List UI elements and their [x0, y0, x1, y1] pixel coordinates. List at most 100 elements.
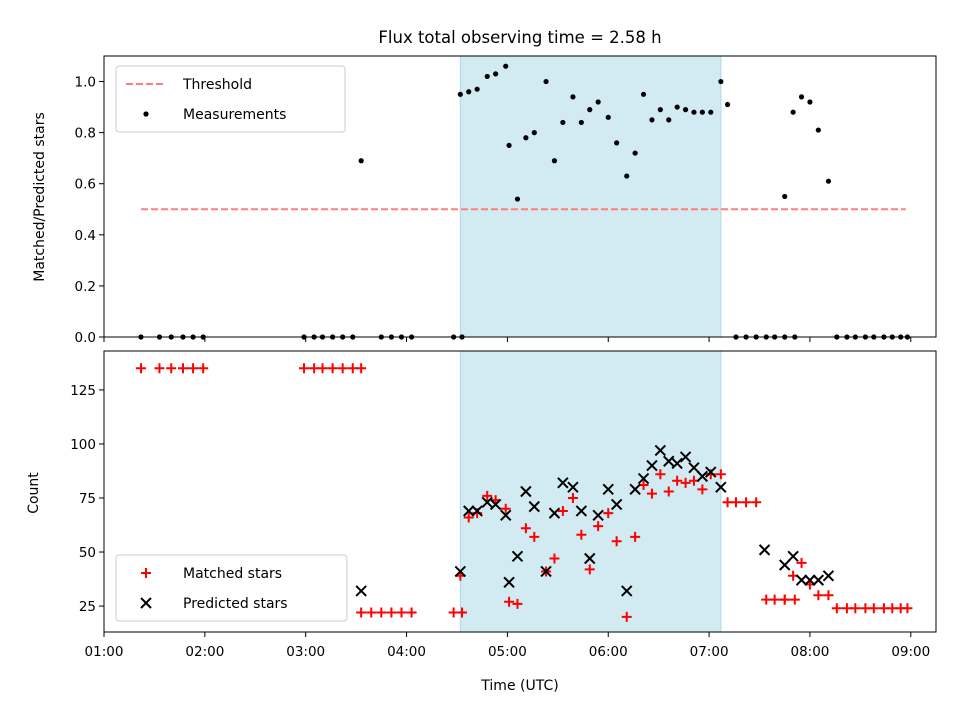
legend: Threshold Measurements	[115, 65, 346, 133]
legend-label-measurements: Measurements	[183, 107, 286, 123]
shaded-region	[459, 350, 722, 633]
matched-stars-point	[386, 607, 397, 618]
matched-stars-point	[457, 607, 468, 618]
matched-stars-point	[198, 363, 209, 374]
matched-stars-point	[356, 607, 367, 618]
measurements-point	[457, 91, 463, 97]
matched-stars-point	[697, 484, 708, 495]
matched-stars-point	[663, 486, 674, 497]
predicted-stars-point	[804, 574, 816, 586]
matched-stars-point	[603, 508, 614, 519]
predicted-stars-point	[463, 505, 475, 517]
measurements-point	[798, 94, 805, 100]
predicted-stars-point	[575, 505, 588, 517]
y-tick-label: 0.2	[75, 279, 96, 295]
measurements-point	[708, 109, 714, 115]
matched-stars-point	[630, 531, 641, 542]
measurements-point	[782, 193, 788, 200]
matched-stars-point	[482, 490, 493, 501]
predicted-stars-point	[696, 470, 709, 483]
y-tick-label: 75	[79, 491, 96, 507]
matched-stars-point	[337, 363, 348, 374]
measurements-point	[649, 117, 655, 123]
top-panel: 0.0 0.2 0.4 0.6 0.8 1.0 Threshold Measurements	[75, 55, 937, 346]
matched-stars-point	[741, 497, 752, 508]
matched-stars-point	[796, 557, 807, 568]
matched-stars-point	[730, 497, 741, 508]
matched-stars-point	[789, 594, 800, 605]
y-tick-label: 100	[70, 437, 96, 453]
measurements-point	[551, 158, 558, 164]
chart-title: Flux total observing time = 2.58 h	[378, 28, 661, 47]
predicted-stars-point	[758, 544, 771, 556]
measurements-point	[560, 119, 566, 126]
x-tick-label: 04:00	[387, 644, 426, 660]
y-tick-label: 0.8	[75, 126, 96, 142]
x-tick-label: 01:00	[85, 644, 124, 660]
legend-swatch-measurements	[143, 111, 149, 117]
matched-stars-point	[356, 363, 367, 374]
matched-stars-point	[680, 477, 691, 488]
predicted-stars-point	[705, 466, 717, 478]
measurements-point	[493, 71, 499, 77]
matched-stars-point	[557, 505, 568, 516]
x-tick-label: 09:00	[891, 644, 930, 660]
matched-stars-point	[823, 590, 834, 601]
matched-stars-point	[166, 363, 177, 374]
matched-stars-point	[646, 488, 657, 499]
shaded-region	[459, 55, 722, 338]
matched-stars-point	[715, 469, 726, 480]
legend-label-matched-stars: Matched stars	[183, 566, 282, 582]
predicted-stars-point	[654, 444, 667, 457]
matched-stars-point	[655, 469, 666, 480]
measurements-point	[624, 173, 630, 179]
predicted-stars-point	[557, 477, 569, 489]
x-tick-label: 06:00	[589, 644, 628, 660]
legend-box	[115, 65, 346, 133]
matched-stars-point	[299, 363, 310, 374]
x-axis-label: Time (UTC)	[480, 678, 558, 694]
measurements-point	[724, 101, 731, 108]
measurements-point	[790, 109, 796, 115]
predicted-stars-point	[610, 498, 623, 511]
matched-stars-point	[576, 529, 587, 540]
measurements-point	[506, 142, 512, 149]
measurements-point	[474, 86, 480, 92]
predicted-stars-point	[629, 483, 641, 496]
predicted-stars-point	[548, 507, 561, 519]
measurements-point	[595, 99, 601, 105]
matched-stars-point	[549, 553, 560, 564]
measurements-point	[815, 127, 821, 133]
matched-stars-point	[309, 363, 320, 374]
predicted-stars-point	[584, 552, 596, 565]
measurements-point	[578, 119, 584, 126]
measurements-point	[614, 140, 620, 146]
predicted-stars-point	[520, 485, 532, 498]
predicted-stars-point	[500, 509, 512, 521]
matched-stars-point	[611, 536, 622, 547]
matched-stars-point	[751, 497, 762, 508]
matched-stars-point	[722, 497, 733, 508]
predicted-stars-point	[787, 550, 799, 563]
predicted-stars-point	[795, 574, 808, 586]
plot-frame	[103, 55, 937, 338]
y-tick-label: 0.4	[75, 228, 96, 244]
legend-swatch-matched-stars	[141, 568, 151, 578]
predicted-stars-point	[602, 483, 614, 496]
matched-stars-point	[406, 607, 417, 618]
matched-stars-point	[813, 590, 824, 601]
matched-stars-point	[177, 363, 188, 374]
measurements-point	[484, 73, 490, 80]
predicted-stars-point	[503, 576, 515, 588]
matched-stars-point	[135, 363, 146, 374]
predicted-stars-point	[779, 559, 791, 571]
measurements-point	[514, 196, 521, 202]
top-y-axis-label: Matched/Predicted stars	[32, 112, 48, 282]
y-tick-label: 1.0	[75, 75, 96, 91]
matched-stars-point	[396, 607, 407, 618]
predicted-stars-point	[540, 565, 552, 578]
measurements-point	[570, 94, 576, 100]
predicted-stars-point	[511, 550, 524, 563]
measurements-point	[666, 117, 672, 123]
